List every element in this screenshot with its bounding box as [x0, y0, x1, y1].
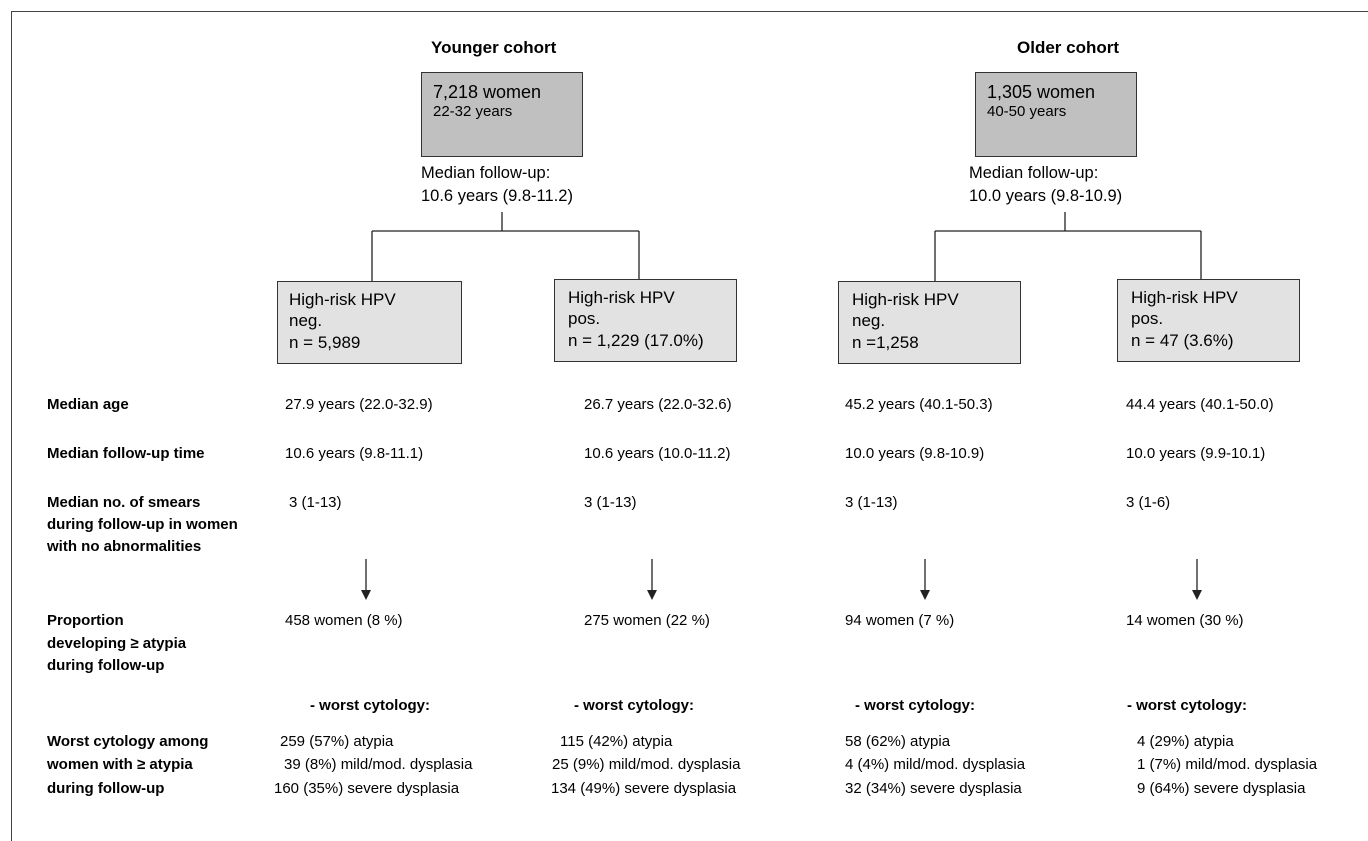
group-label: High-risk HPV	[568, 288, 675, 307]
younger-cohort-box: 7,218 women 22-32 years	[421, 72, 583, 157]
median-followup-value: 10.6 years (9.8-11.1)	[285, 445, 424, 462]
group-box-older-pos: High-risk HPV pos. n = 47 (3.6%)	[1117, 279, 1300, 362]
group-label: High-risk HPV	[1131, 288, 1238, 307]
group-box-younger-neg: High-risk HPV neg. n = 5,989	[277, 281, 462, 364]
median-age-value: 26.7 years (22.0-32.6)	[584, 396, 732, 413]
row-label-median-followup-time: Median follow-up time	[47, 445, 205, 462]
group-count: n = 47 (3.6%)	[1131, 331, 1234, 350]
worst-cytology-header: - worst cytology:	[574, 697, 695, 714]
group-count: n = 1,229 (17.0%)	[568, 331, 704, 350]
worst-cytology-header: - worst cytology:	[855, 697, 976, 714]
row-label-proportion-3: during follow-up	[47, 657, 165, 674]
atypia-value: 259 (57%) atypia	[280, 733, 394, 750]
younger-total-women: 7,218 women	[433, 82, 542, 102]
row-label-worst-2: women with ≥ atypia	[47, 756, 193, 773]
proportion-value: 275 women (22 %)	[584, 612, 710, 629]
median-smears-value: 3 (1-13)	[845, 494, 898, 511]
row-label-proportion-2: developing ≥ atypia	[47, 635, 187, 652]
group-status: neg.	[852, 311, 886, 330]
younger-cohort-title: Younger cohort	[431, 38, 557, 57]
mild-dysplasia-value: 4 (4%) mild/mod. dysplasia	[845, 756, 1026, 773]
group-count: n = 5,989	[289, 333, 361, 352]
diagram-frame	[11, 11, 1368, 841]
severe-dysplasia-value: 9 (64%) severe dysplasia	[1137, 780, 1306, 797]
median-smears-value: 3 (1-13)	[289, 494, 342, 511]
arrow-2-head	[647, 590, 657, 600]
atypia-value: 115 (42%) atypia	[560, 733, 673, 750]
median-smears-value: 3 (1-13)	[584, 494, 637, 511]
row-label-proportion-1: Proportion	[47, 612, 124, 629]
group-status: pos.	[568, 309, 601, 328]
group-label: High-risk HPV	[852, 290, 959, 309]
row-label-smears-3: with no abnormalities	[47, 538, 202, 555]
group-box-younger-pos: High-risk HPV pos. n = 1,229 (17.0%)	[554, 279, 737, 362]
group-count: n =1,258	[852, 333, 919, 352]
proportion-value: 458 women (8 %)	[285, 612, 403, 629]
severe-dysplasia-value: 134 (49%) severe dysplasia	[551, 780, 737, 797]
median-smears-value: 3 (1-6)	[1126, 494, 1171, 511]
median-followup-value: 10.6 years (10.0-11.2)	[584, 445, 731, 462]
median-followup-value: 10.0 years (9.8-10.9)	[845, 445, 985, 462]
arrow-1-head	[361, 590, 371, 600]
row-label-worst-1: Worst cytology among	[47, 733, 209, 750]
group-status: neg.	[289, 311, 323, 330]
median-age-value: 45.2 years (40.1-50.3)	[845, 396, 993, 413]
older-total-women: 1,305 women	[987, 82, 1096, 102]
severe-dysplasia-value: 32 (34%) severe dysplasia	[845, 780, 1022, 797]
older-cohort-box: 1,305 women 40-50 years	[975, 72, 1137, 157]
arrow-4-head	[1192, 590, 1202, 600]
younger-median-followup-value: 10.6 years (9.8-11.2)	[421, 187, 573, 205]
proportion-value: 94 women (7 %)	[845, 612, 955, 629]
younger-age-range: 22-32 years	[433, 103, 513, 120]
mild-dysplasia-value: 39 (8%) mild/mod. dysplasia	[284, 756, 473, 773]
median-age-value: 27.9 years (22.0-32.9)	[285, 396, 433, 413]
median-age-value: 44.4 years (40.1-50.0)	[1126, 396, 1274, 413]
older-median-followup-value: 10.0 years (9.8-10.9)	[969, 187, 1123, 205]
older-median-followup-label: Median follow-up:	[969, 164, 1099, 182]
arrow-3-head	[920, 590, 930, 600]
row-label-worst-3: during follow-up	[47, 780, 165, 797]
older-age-range: 40-50 years	[987, 103, 1067, 120]
mild-dysplasia-value: 1 (7%) mild/mod. dysplasia	[1137, 756, 1318, 773]
group-box-older-neg: High-risk HPV neg. n =1,258	[838, 281, 1021, 364]
severe-dysplasia-value: 160 (35%) severe dysplasia	[274, 780, 460, 797]
worst-cytology-header: - worst cytology:	[1127, 697, 1248, 714]
group-label: High-risk HPV	[289, 290, 396, 309]
worst-cytology-header: - worst cytology:	[310, 697, 431, 714]
group-status: pos.	[1131, 309, 1164, 328]
row-label-smears-1: Median no. of smears	[47, 494, 201, 511]
median-followup-value: 10.0 years (9.9-10.1)	[1126, 445, 1266, 462]
older-cohort-title: Older cohort	[1017, 38, 1120, 57]
mild-dysplasia-value: 25 (9%) mild/mod. dysplasia	[552, 756, 741, 773]
row-label-smears-2: during follow-up in women	[47, 516, 238, 533]
row-label-median-age: Median age	[47, 396, 129, 413]
proportion-value: 14 women (30 %)	[1126, 612, 1244, 629]
atypia-value: 4 (29%) atypia	[1137, 733, 1234, 750]
younger-median-followup-label: Median follow-up:	[421, 164, 551, 182]
atypia-value: 58 (62%) atypia	[845, 733, 951, 750]
